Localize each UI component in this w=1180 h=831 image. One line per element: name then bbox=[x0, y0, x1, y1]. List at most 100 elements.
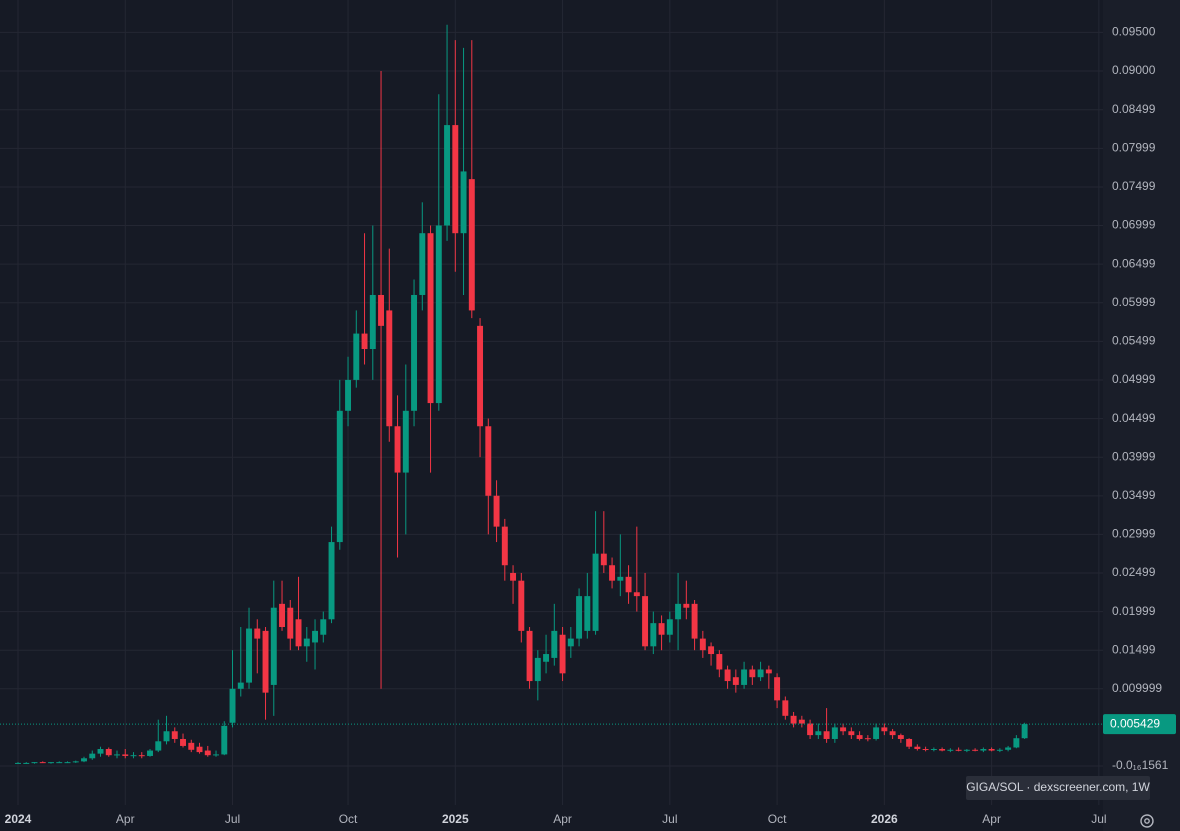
candle-body bbox=[559, 634, 566, 674]
y-tick-label: 0.02499 bbox=[1112, 565, 1156, 579]
grid bbox=[0, 0, 1103, 805]
candle-body bbox=[617, 576, 624, 581]
candle-body bbox=[683, 603, 690, 608]
candle-body bbox=[122, 754, 129, 756]
x-tick-label: 2026 bbox=[871, 812, 898, 826]
candle-body bbox=[633, 592, 640, 597]
candle-body bbox=[130, 755, 137, 757]
x-tick-label: Oct bbox=[339, 812, 358, 826]
candle-body bbox=[988, 749, 995, 751]
last-price-badge bbox=[1103, 714, 1176, 735]
y-tick-label: 0.009999 bbox=[1112, 681, 1162, 695]
candle-body bbox=[411, 294, 418, 411]
candle-body bbox=[262, 630, 269, 693]
candle-body bbox=[237, 682, 244, 689]
candle-body bbox=[427, 233, 434, 404]
candle-body bbox=[213, 754, 219, 756]
candle-body bbox=[229, 688, 236, 723]
candle-body bbox=[345, 379, 352, 411]
candle-body bbox=[295, 619, 302, 647]
settings-icon[interactable] bbox=[1140, 814, 1154, 828]
candle-body bbox=[584, 596, 591, 631]
last-price-label: 0.005429 bbox=[1110, 716, 1160, 730]
candle-body bbox=[765, 669, 772, 674]
candle-body bbox=[897, 735, 904, 739]
candle-body bbox=[510, 572, 517, 581]
candles bbox=[0, 24, 1103, 764]
candle-body bbox=[353, 333, 360, 380]
candle-body bbox=[56, 762, 63, 764]
candle-body bbox=[650, 623, 657, 647]
candle-body bbox=[930, 749, 937, 751]
x-tick-label: Apr bbox=[553, 812, 572, 826]
candle-body bbox=[369, 294, 376, 350]
candle-body bbox=[163, 731, 170, 742]
candle-body bbox=[757, 669, 764, 678]
candle-body bbox=[303, 638, 310, 647]
x-tick-label: Apr bbox=[982, 812, 1001, 826]
candle-body bbox=[460, 171, 467, 234]
candle-body bbox=[89, 753, 96, 759]
y-tick-label: 0.07999 bbox=[1112, 141, 1156, 155]
candle-body bbox=[246, 628, 252, 683]
settings-ring[interactable] bbox=[1140, 814, 1154, 828]
candle-body bbox=[922, 749, 929, 751]
candle-body bbox=[48, 762, 54, 764]
x-tick-label: Oct bbox=[768, 812, 787, 826]
candle-body bbox=[963, 749, 970, 751]
candle-body bbox=[699, 638, 706, 651]
candle-body bbox=[609, 565, 616, 581]
candle-body bbox=[642, 596, 649, 647]
candle-body bbox=[435, 225, 442, 404]
x-tick-label: 2024 bbox=[5, 812, 32, 826]
candle-body bbox=[155, 741, 162, 751]
symbol-tag-box bbox=[966, 776, 1150, 800]
candle-body bbox=[105, 749, 112, 756]
y-tick-label: 0.04999 bbox=[1112, 372, 1156, 386]
y-tick-label: 0.09500 bbox=[1112, 25, 1156, 39]
candle-body bbox=[320, 619, 327, 635]
candle-body bbox=[477, 325, 484, 427]
y-tick-label: 0.07499 bbox=[1112, 179, 1156, 193]
y-tick-label: -0.0₁₆1561 bbox=[1112, 758, 1169, 772]
candle-body bbox=[955, 749, 962, 751]
candle-body bbox=[534, 657, 541, 682]
candle-body bbox=[914, 746, 921, 750]
candle-body bbox=[138, 755, 145, 757]
candle-body bbox=[774, 677, 781, 701]
candle-body bbox=[543, 654, 550, 662]
candle-body bbox=[254, 628, 261, 639]
candle-body bbox=[798, 719, 805, 724]
candle-body bbox=[823, 731, 830, 739]
candle-body bbox=[336, 410, 343, 543]
candle-body bbox=[1021, 724, 1028, 739]
candle-body bbox=[666, 619, 673, 635]
candle-body bbox=[732, 677, 739, 685]
candle-body bbox=[31, 762, 38, 764]
candle-body bbox=[114, 754, 120, 756]
x-tick-label: 2025 bbox=[442, 812, 469, 826]
candle-body bbox=[39, 762, 46, 764]
y-tick-label: 0.08499 bbox=[1112, 102, 1156, 116]
candle-body bbox=[592, 553, 599, 631]
candle-body bbox=[15, 762, 21, 764]
candle-body bbox=[675, 603, 682, 620]
candle-body bbox=[691, 603, 698, 639]
x-tick-label: Jul bbox=[1091, 812, 1106, 826]
candle-body bbox=[419, 233, 426, 295]
candle-body bbox=[312, 630, 319, 643]
candle-body bbox=[394, 426, 401, 473]
y-tick-label: 0.05999 bbox=[1112, 295, 1156, 309]
candle-body bbox=[196, 746, 203, 753]
candle-body bbox=[600, 553, 607, 566]
candle-body bbox=[856, 735, 863, 739]
candle-body bbox=[889, 731, 896, 736]
candle-body bbox=[815, 731, 822, 736]
candle-body bbox=[147, 750, 153, 756]
y-tick-label: 0.05499 bbox=[1112, 334, 1156, 348]
settings-core[interactable] bbox=[1144, 818, 1150, 824]
candle-body bbox=[881, 727, 888, 732]
y-tick-label: 0.04499 bbox=[1112, 411, 1156, 425]
candle-body bbox=[279, 603, 286, 628]
